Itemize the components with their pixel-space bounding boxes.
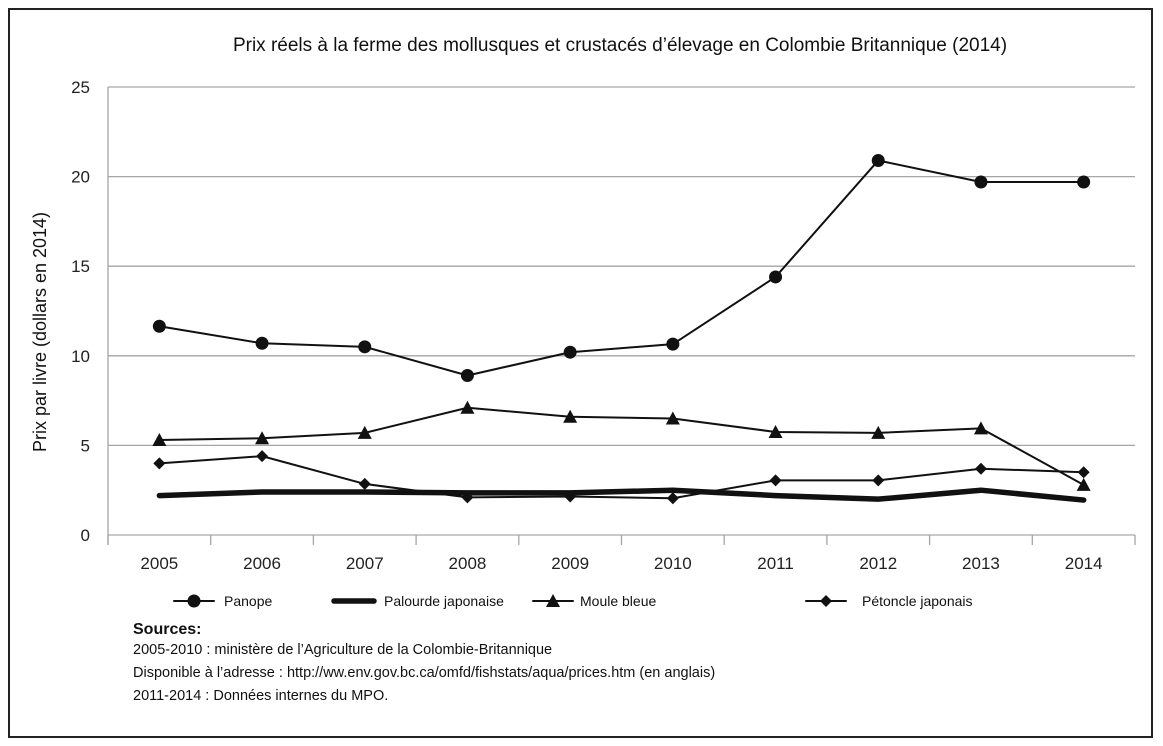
data-point-diamond: [769, 474, 782, 487]
chart-title: Prix réels à la ferme des mollusques et …: [233, 35, 1007, 56]
x-tick-label: 2011: [757, 554, 794, 573]
data-point-triangle: [563, 409, 578, 423]
data-point-diamond: [1077, 466, 1090, 479]
series-line: [158, 159, 1085, 377]
data-point-circle: [974, 175, 988, 189]
legend-item: Pétoncle japonais: [805, 593, 973, 609]
data-point-triangle: [665, 411, 680, 425]
y-axis-label: Prix par livre (dollars en 2014): [30, 212, 50, 452]
data-point-circle: [358, 340, 372, 354]
source-line-3: 2011-2014 : Données internes du MPO.: [133, 688, 389, 704]
data-point-diamond: [358, 477, 371, 490]
data-point-diamond: [974, 462, 987, 475]
legend-label: Moule bleue: [580, 593, 656, 609]
chart-frame: [8, 8, 1153, 738]
data-point-triangle: [152, 433, 167, 447]
data-point-circle: [563, 345, 577, 359]
data-point-triangle: [973, 421, 988, 435]
data-point-triangle: [871, 425, 886, 439]
legend-label: Panope: [224, 593, 272, 609]
x-tick-label: 2009: [551, 554, 589, 573]
x-tick-label: 2006: [243, 554, 281, 573]
series-palourde-japonaise: [156, 487, 1087, 503]
data-point-diamond: [666, 492, 679, 505]
data-point-circle: [666, 337, 680, 351]
data-point-circle: [255, 336, 269, 350]
series-moule-bleue: [152, 400, 1091, 491]
series-line: [158, 455, 1085, 500]
y-tick-label: 20: [71, 168, 90, 187]
legend-item: Palourde japonaise: [331, 593, 504, 609]
x-tick-label: 2008: [449, 554, 487, 573]
data-point-circle: [460, 369, 474, 383]
series-group: [152, 153, 1091, 505]
data-point-triangle: [255, 431, 270, 445]
data-point-triangle: [1076, 477, 1091, 491]
y-tick-label: 15: [71, 257, 90, 276]
series-line: [158, 406, 1085, 486]
sources-title: Sources:: [133, 621, 202, 638]
x-tick-label: 2013: [962, 554, 1000, 573]
data-point-triangle: [357, 425, 372, 439]
source-line-1: 2005-2010 : ministère de l’Agriculture d…: [133, 642, 553, 658]
data-point-circle: [152, 319, 166, 333]
x-tick-label: 2005: [140, 554, 178, 573]
x-tick-label: 2007: [346, 554, 384, 573]
legend-item: Panope: [173, 593, 272, 609]
series-petoncle-japonais: [153, 450, 1090, 505]
y-tick-label: 25: [71, 78, 90, 97]
data-point-triangle: [460, 400, 475, 414]
source-line-2: Disponible à l’adresse : http://ww.env.g…: [133, 665, 716, 681]
data-point-diamond: [153, 457, 166, 470]
series-panope: [152, 153, 1091, 383]
y-tick-label: 5: [81, 436, 90, 455]
x-tick-label: 2014: [1065, 554, 1103, 573]
y-tick-label: 0: [81, 526, 90, 545]
data-point-diamond: [872, 474, 885, 487]
data-point-triangle: [546, 594, 560, 607]
data-point-circle: [187, 594, 201, 608]
series-line: [156, 487, 1087, 503]
data-point-circle: [871, 153, 885, 167]
data-point-triangle: [768, 424, 783, 438]
axes: 0 5 10 15 20 25 2005 2006 2007 2008 2009 2010 2011 20…: [71, 78, 1136, 573]
x-tick-label: 2012: [859, 554, 897, 573]
data-point-diamond: [256, 450, 269, 463]
y-tick-label: 10: [71, 347, 90, 366]
data-point-diamond: [820, 595, 832, 607]
data-point-circle: [769, 270, 783, 284]
x-tick-label: 2010: [654, 554, 692, 573]
legend: Panope Palourde japonaise Moule bleue Péton…: [173, 593, 973, 609]
data-point-circle: [1077, 175, 1091, 189]
legend-item: Moule bleue: [532, 593, 656, 609]
legend-label: Pétoncle japonais: [862, 593, 973, 609]
legend-label: Palourde japonaise: [384, 593, 504, 609]
